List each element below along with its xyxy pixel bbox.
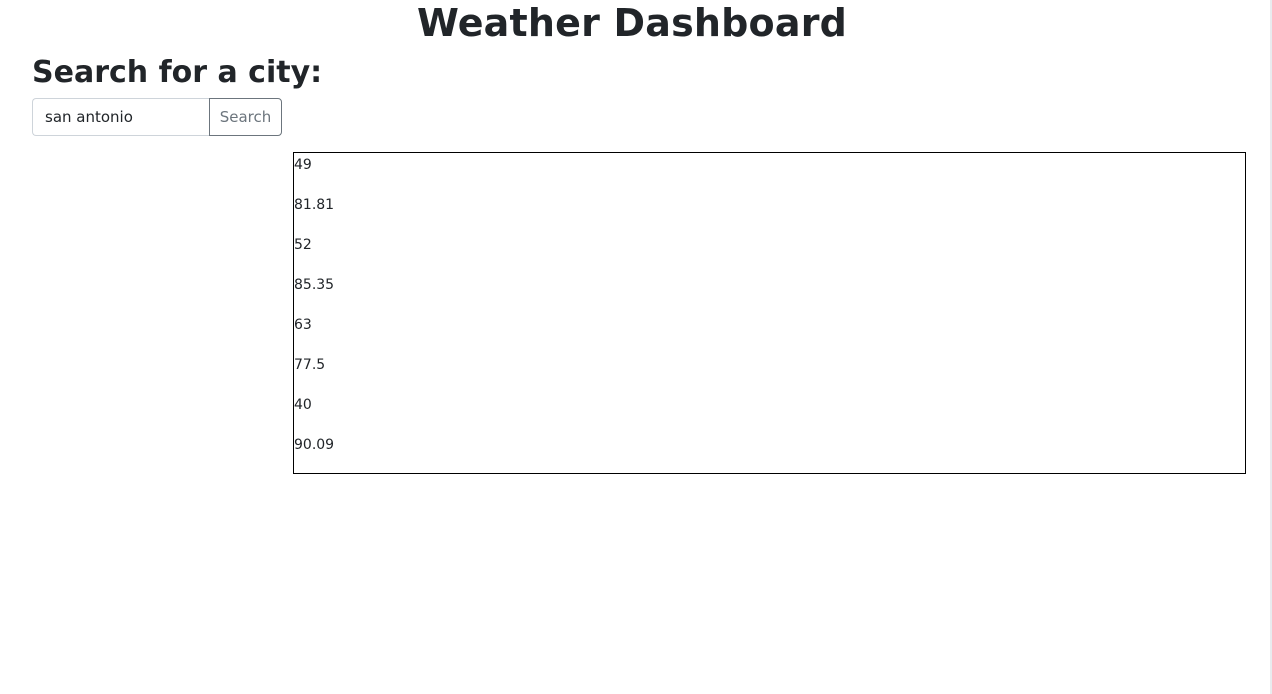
result-value: 81.81 xyxy=(294,197,335,213)
search-group: Search xyxy=(32,98,282,136)
result-value: 85.35 xyxy=(294,277,335,293)
search-heading: Search for a city: xyxy=(32,55,323,90)
result-value: 63 xyxy=(294,317,312,333)
result-value: 52 xyxy=(294,237,312,253)
page-title: Weather Dashboard xyxy=(416,1,848,45)
result-value: 40 xyxy=(294,397,312,413)
result-value: 90.09 xyxy=(294,437,335,453)
scrollbar-track[interactable] xyxy=(1270,0,1272,694)
search-button[interactable]: Search xyxy=(209,98,282,136)
city-search-input[interactable] xyxy=(32,98,209,136)
results-box: 49 81.81 52 85.35 63 77.5 40 90.09 xyxy=(293,152,1246,474)
result-value: 77.5 xyxy=(294,357,326,373)
result-value: 49 xyxy=(294,157,312,173)
